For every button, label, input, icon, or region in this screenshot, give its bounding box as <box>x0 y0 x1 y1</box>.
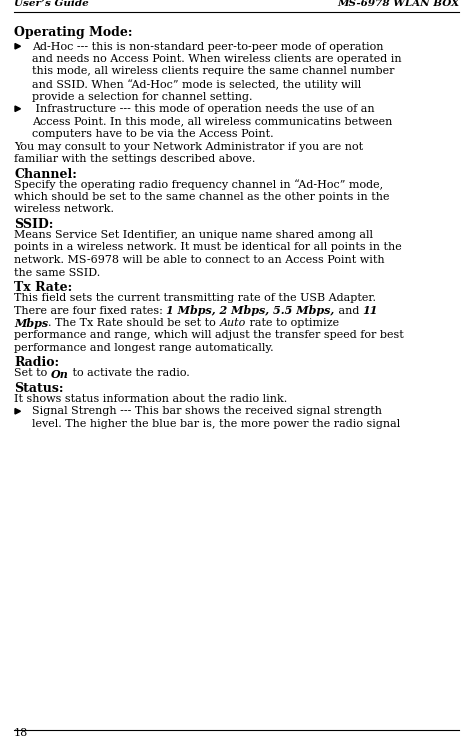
Text: Radio:: Radio: <box>14 356 59 370</box>
Text: 1 Mbps, 2 Mbps, 5.5 Mbps,: 1 Mbps, 2 Mbps, 5.5 Mbps, <box>166 305 334 316</box>
Text: Means Service Set Identifier, an unique name shared among all: Means Service Set Identifier, an unique … <box>14 230 373 240</box>
Text: the same SSID.: the same SSID. <box>14 268 100 278</box>
Text: 18: 18 <box>14 728 28 738</box>
Text: User’s Guide: User’s Guide <box>14 0 89 8</box>
Text: level. The higher the blue bar is, the more power the radio signal: level. The higher the blue bar is, the m… <box>32 419 400 429</box>
Text: Auto: Auto <box>219 318 246 328</box>
Text: On: On <box>51 368 69 380</box>
Polygon shape <box>15 409 20 414</box>
Text: wireless network.: wireless network. <box>14 205 114 214</box>
Text: and SSID. When “Ad-Hoc” mode is selected, the utility will: and SSID. When “Ad-Hoc” mode is selected… <box>32 79 361 90</box>
Text: It shows status information about the radio link.: It shows status information about the ra… <box>14 394 287 404</box>
Text: Operating Mode:: Operating Mode: <box>14 26 132 39</box>
Text: points in a wireless network. It must be identical for all points in the: points in a wireless network. It must be… <box>14 242 402 253</box>
Text: Channel:: Channel: <box>14 167 77 181</box>
Text: Ad-Hoc --- this is non-standard peer-to-peer mode of operation: Ad-Hoc --- this is non-standard peer-to-… <box>32 41 384 52</box>
Text: performance and range, which will adjust the transfer speed for best: performance and range, which will adjust… <box>14 331 404 340</box>
Text: Mbps: Mbps <box>14 318 48 329</box>
Text: You may consult to your Network Administrator if you are not: You may consult to your Network Administ… <box>14 142 363 152</box>
Text: and: and <box>334 305 362 316</box>
Text: rate to optimize: rate to optimize <box>246 318 339 328</box>
Text: Signal Strengh --- This bar shows the received signal strength: Signal Strengh --- This bar shows the re… <box>32 406 382 416</box>
Text: computers have to be via the Access Point.: computers have to be via the Access Poin… <box>32 129 273 139</box>
Text: This field sets the current transmitting rate of the USB Adapter.: This field sets the current transmitting… <box>14 293 376 303</box>
Text: Set to: Set to <box>14 368 51 379</box>
Text: to activate the radio.: to activate the radio. <box>69 368 189 379</box>
Text: There are four fixed rates:: There are four fixed rates: <box>14 305 166 316</box>
Text: and needs no Access Point. When wireless clients are operated in: and needs no Access Point. When wireless… <box>32 54 402 64</box>
Polygon shape <box>15 44 20 49</box>
Text: SSID:: SSID: <box>14 218 53 231</box>
Text: Specify the operating radio frequency channel in “Ad-Hoc” mode,: Specify the operating radio frequency ch… <box>14 179 383 190</box>
Text: Infrastructure --- this mode of operation needs the use of an: Infrastructure --- this mode of operatio… <box>32 104 375 114</box>
Polygon shape <box>15 106 20 112</box>
Text: Access Point. In this mode, all wireless communicatins between: Access Point. In this mode, all wireless… <box>32 116 393 127</box>
Text: 11: 11 <box>362 305 378 316</box>
Text: network. MS-6978 will be able to connect to an Access Point with: network. MS-6978 will be able to connect… <box>14 255 385 265</box>
Text: provide a selection for channel setting.: provide a selection for channel setting. <box>32 92 253 101</box>
Text: familiar with the settings described above.: familiar with the settings described abo… <box>14 154 255 164</box>
Text: Tx Rate:: Tx Rate: <box>14 281 72 294</box>
Text: Status:: Status: <box>14 382 63 395</box>
Text: which should be set to the same channel as the other points in the: which should be set to the same channel … <box>14 192 389 202</box>
Text: . The Tx Rate should be set to: . The Tx Rate should be set to <box>48 318 219 328</box>
Text: this mode, all wireless clients require the same channel number: this mode, all wireless clients require … <box>32 67 394 76</box>
Text: performance and longest range automatically.: performance and longest range automatica… <box>14 343 273 353</box>
Text: MS-6978 WLAN BOX: MS-6978 WLAN BOX <box>337 0 459 8</box>
